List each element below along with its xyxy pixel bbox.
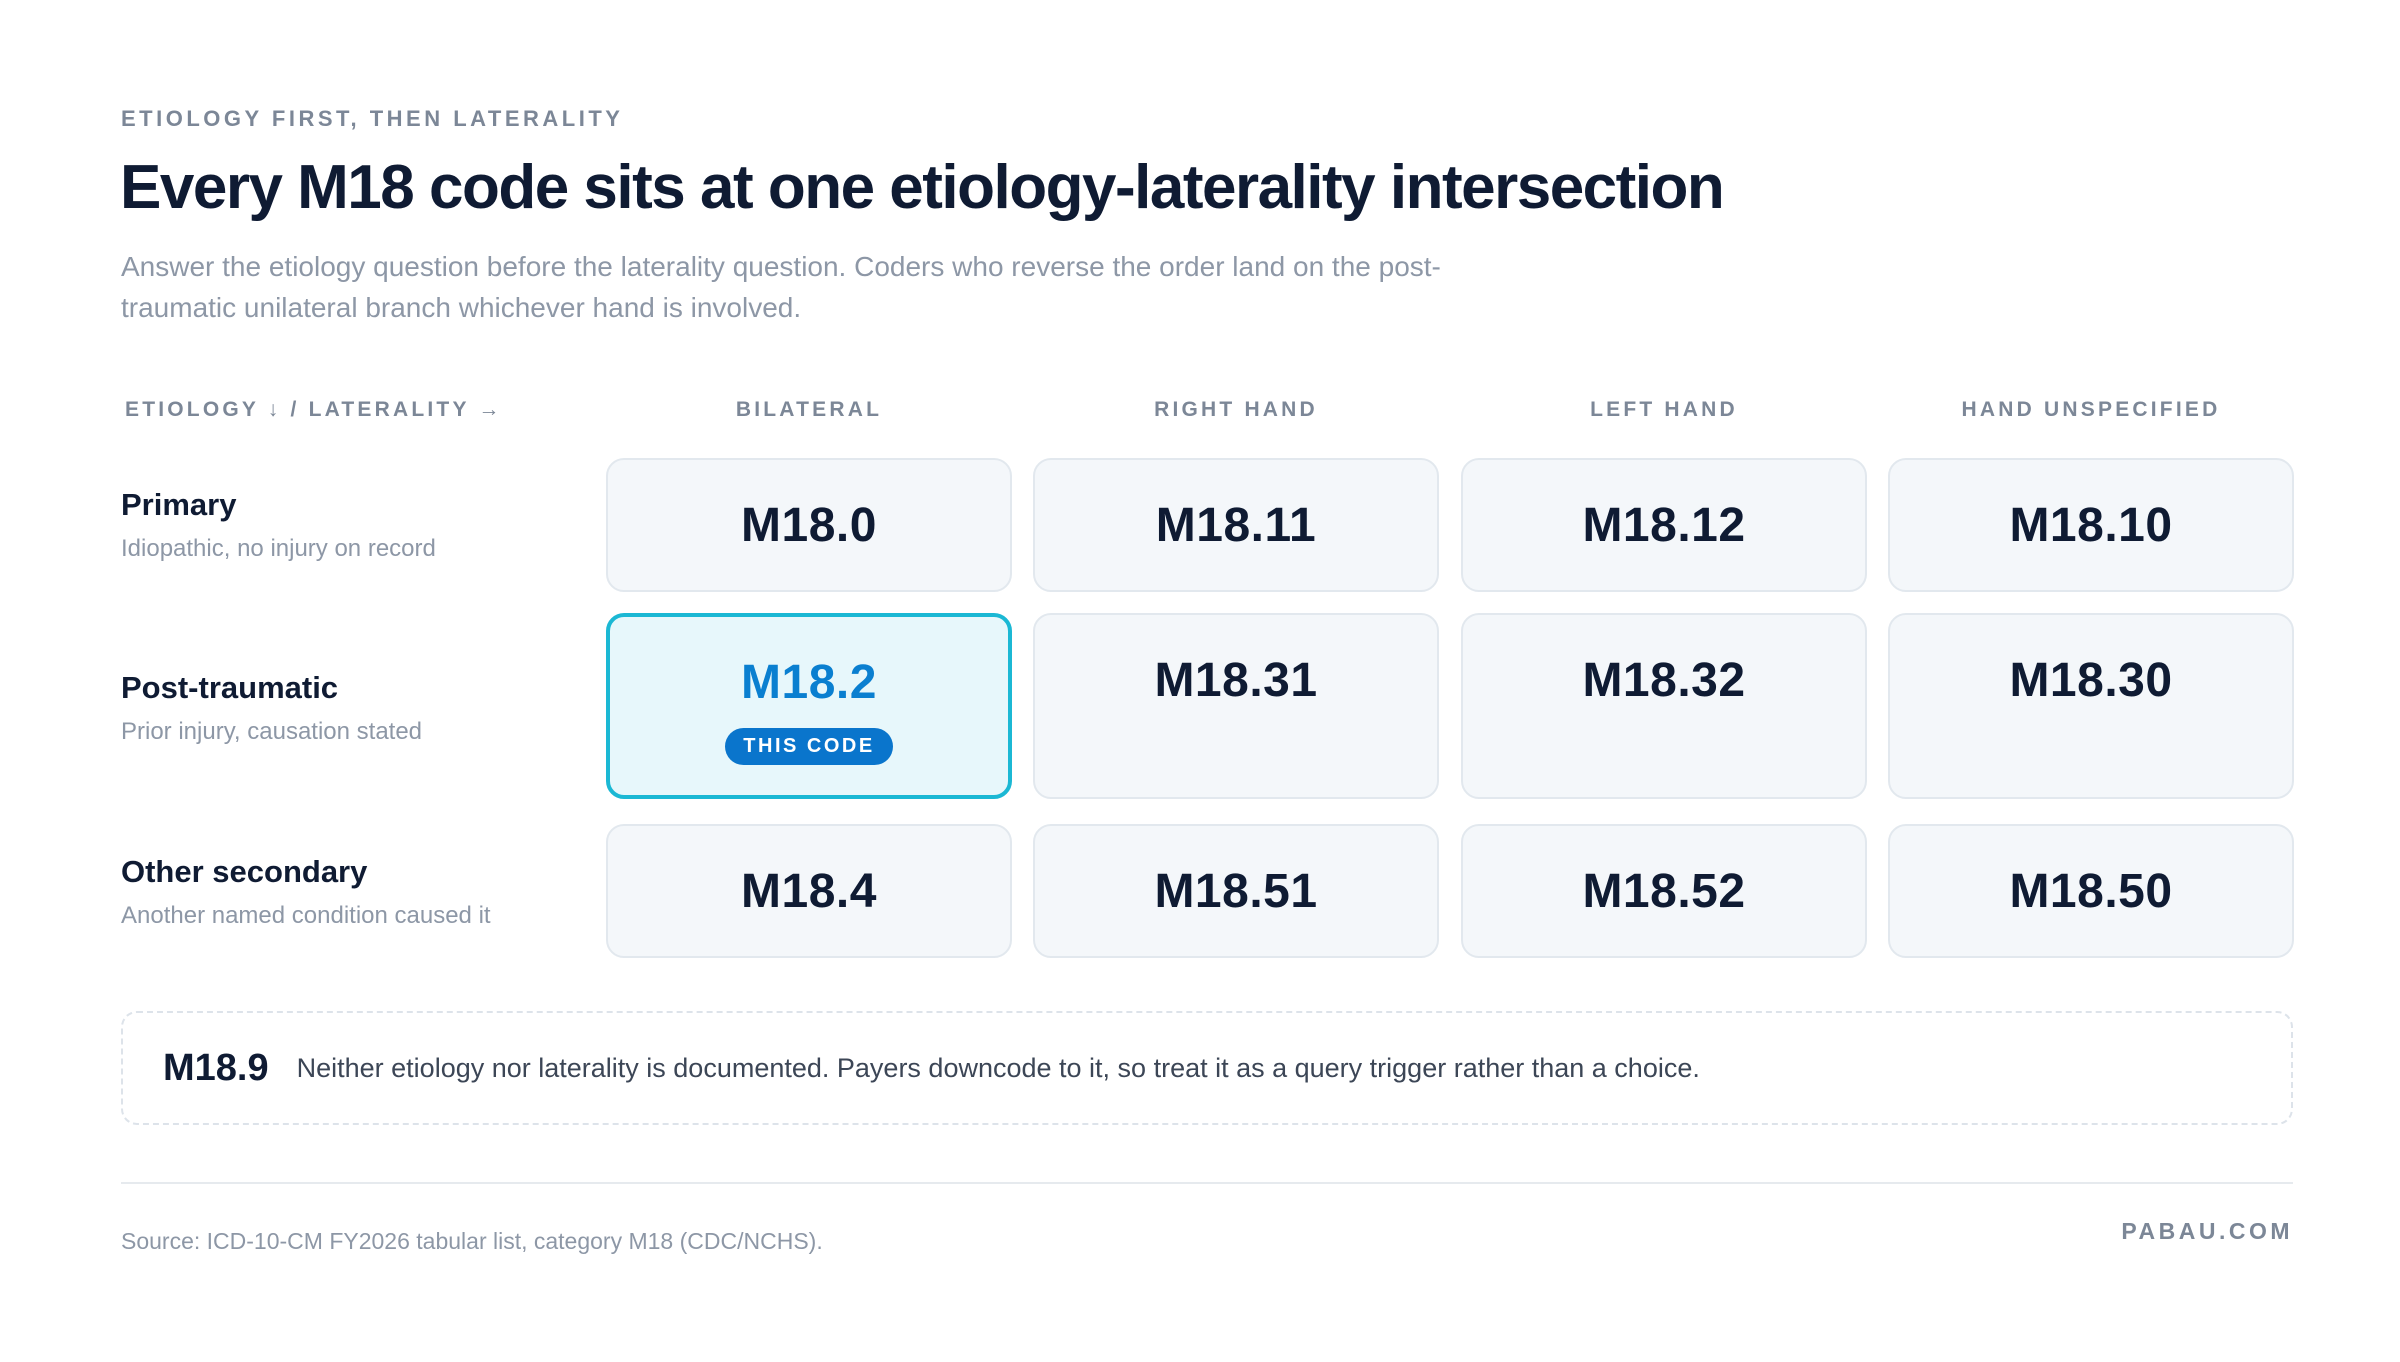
unspecified-code-note: M18.9 Neither etiology nor laterality is… [121, 1011, 2293, 1125]
code-cell-other-secondary-unspecified: M18.50 [1888, 824, 2294, 958]
this-code-badge: THIS CODE [725, 728, 893, 765]
code-value: M18.4 [741, 864, 877, 918]
code-value: M18.51 [1154, 864, 1318, 918]
brand-label: PABAU.COM [2121, 1218, 2293, 1244]
row-label-other-secondary: Other secondary Another named condition … [121, 854, 581, 930]
code-value: M18.30 [2009, 654, 2173, 707]
code-cell-other-secondary-bilateral: M18.4 [606, 824, 1012, 958]
row-name: Other secondary [121, 854, 368, 889]
code-cell-other-secondary-left: M18.52 [1461, 824, 1867, 958]
unspecified-description: Neither etiology nor laterality is docum… [296, 1052, 1700, 1083]
row-label-post-traumatic: Post-traumatic Prior injury, causation s… [121, 670, 581, 746]
code-cell-primary-unspecified: M18.10 [1888, 458, 2294, 592]
column-header-left-hand: LEFT HAND [1590, 398, 1738, 421]
eyebrow: ETIOLOGY FIRST, THEN LATERALITY [121, 106, 624, 131]
row-label-primary: Primary Idiopathic, no injury on record [121, 487, 581, 563]
code-cell-post-traumatic-left: M18.32 [1461, 613, 1867, 799]
row-description: Prior injury, causation stated [121, 718, 423, 745]
code-cell-post-traumatic-unspecified: M18.30 [1888, 613, 2294, 799]
code-cell-post-traumatic-bilateral: M18.2 THIS CODE [606, 613, 1012, 799]
code-cell-primary-bilateral: M18.0 [606, 458, 1012, 592]
column-header-right-hand: RIGHT HAND [1154, 398, 1318, 421]
code-value: M18.31 [1154, 654, 1318, 707]
row-name: Post-traumatic [121, 670, 339, 705]
code-value: M18.32 [1582, 654, 1746, 707]
footer-divider [121, 1182, 2293, 1184]
column-header-bilateral: BILATERAL [735, 398, 883, 421]
code-value: M18.0 [741, 498, 877, 552]
row-description: Another named condition caused it [121, 902, 491, 929]
code-cell-post-traumatic-right: M18.31 [1033, 613, 1439, 799]
row-name: Primary [121, 487, 237, 522]
page-title: Every M18 code sits at one etiology-late… [120, 153, 1725, 222]
code-cell-primary-right: M18.11 [1033, 458, 1439, 592]
code-cell-primary-left: M18.12 [1461, 458, 1867, 592]
code-value: M18.11 [1155, 498, 1317, 552]
code-value: M18.12 [1582, 498, 1746, 552]
code-value: M18.10 [2009, 498, 2173, 552]
code-value: M18.2 [741, 656, 877, 709]
code-value: M18.52 [1582, 864, 1746, 918]
row-description: Idiopathic, no injury on record [121, 535, 436, 562]
unspecified-code: M18.9 [163, 1046, 269, 1089]
source-note: Source: ICD-10-CM FY2026 tabular list, c… [121, 1228, 823, 1254]
axis-label: ETIOLOGY ↓ / LATERALITY → [125, 398, 503, 421]
code-cell-other-secondary-right: M18.51 [1033, 824, 1439, 958]
subtitle: Answer the etiology question before the … [121, 251, 1441, 323]
code-value: M18.50 [2009, 864, 2173, 918]
column-header-hand-unspecified: HAND UNSPECIFIED [1961, 398, 2221, 421]
